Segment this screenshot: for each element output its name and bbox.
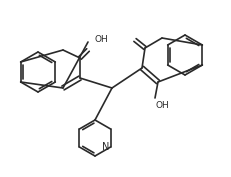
Text: N: N	[101, 142, 109, 152]
Text: OH: OH	[94, 36, 108, 44]
Text: OH: OH	[155, 101, 169, 110]
